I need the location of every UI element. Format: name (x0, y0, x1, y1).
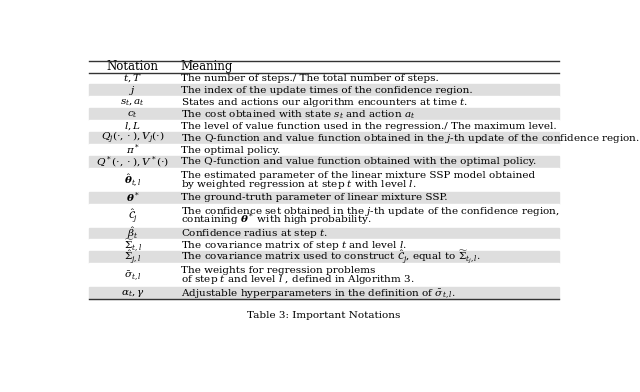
Text: $\bar{\sigma}_{t,l}$: $\bar{\sigma}_{t,l}$ (124, 269, 141, 281)
Text: $c_t$: $c_t$ (127, 109, 138, 120)
Text: by weighted regression at step $t$ with level $l$.: by weighted regression at step $t$ with … (180, 178, 416, 191)
Bar (89, 156, 559, 168)
Bar (89, 61, 559, 73)
Text: Table 3: Important Notations: Table 3: Important Notations (247, 311, 401, 320)
Text: of step $t$ and level $l$ , defined in Algorithm 3.: of step $t$ and level $l$ , defined in A… (180, 273, 414, 286)
Bar (89, 84, 559, 96)
Text: The confidence set obtained in the $j$-th update of the confidence region,: The confidence set obtained in the $j$-t… (180, 205, 559, 218)
Bar (89, 240, 559, 251)
Text: $Q^*(\cdot,\cdot), V^*(\cdot)$: $Q^*(\cdot,\cdot), V^*(\cdot)$ (96, 154, 170, 170)
Bar (89, 132, 559, 144)
Text: Adjustable hyperparameters in the definition of $\bar{\sigma}_{t,l}$.: Adjustable hyperparameters in the defini… (180, 287, 455, 299)
Text: The level of value function used in the regression./ The maximum level.: The level of value function used in the … (180, 122, 556, 131)
Bar (89, 120, 559, 132)
Text: Notation: Notation (107, 60, 159, 73)
Bar (89, 251, 559, 263)
Text: The covariance matrix used to construct $\hat{\mathcal{C}}_j$, equal to $\wideti: The covariance matrix used to construct … (180, 249, 481, 266)
Text: Confidence radius at step $t$.: Confidence radius at step $t$. (180, 227, 328, 240)
Text: $s_t, a_t$: $s_t, a_t$ (120, 97, 145, 107)
Text: Meaning: Meaning (180, 60, 233, 73)
Text: $\boldsymbol{\theta}^*$: $\boldsymbol{\theta}^*$ (126, 191, 140, 205)
Bar (89, 73, 559, 84)
Text: $\pi^*$: $\pi^*$ (125, 143, 140, 157)
Text: The covariance matrix of step $t$ and level $l$.: The covariance matrix of step $t$ and le… (180, 239, 407, 252)
Text: The index of the update times of the confidence region.: The index of the update times of the con… (180, 86, 472, 95)
Text: $\hat{\mathcal{C}}_j$: $\hat{\mathcal{C}}_j$ (128, 207, 138, 225)
Bar (89, 263, 559, 287)
Text: The number of steps./ The total number of steps.: The number of steps./ The total number o… (180, 74, 438, 83)
Text: The ground-truth parameter of linear mixture SSP.: The ground-truth parameter of linear mix… (180, 193, 447, 202)
Text: $l,L$: $l,L$ (124, 120, 141, 132)
Text: $\alpha_t, \gamma$: $\alpha_t, \gamma$ (121, 288, 145, 299)
Text: The estimated parameter of the linear mixture SSP model obtained: The estimated parameter of the linear mi… (180, 171, 535, 180)
Bar (89, 192, 559, 204)
Text: The Q-function and value function obtained with the optimal policy.: The Q-function and value function obtain… (180, 158, 536, 167)
Text: The Q-function and value function obtained in the $j$-th update of the confidenc: The Q-function and value function obtain… (180, 132, 639, 145)
Text: The weights for regression problems: The weights for regression problems (180, 266, 375, 275)
Text: $Q_j(\cdot,\cdot), V_j(\cdot)$: $Q_j(\cdot,\cdot), V_j(\cdot)$ (101, 130, 164, 146)
Text: $j$: $j$ (129, 84, 136, 97)
Text: containing $\boldsymbol{\theta}^*$ with high probability.: containing $\boldsymbol{\theta}^*$ with … (180, 212, 371, 229)
Text: $\hat{\Sigma}_{j,l}$: $\hat{\Sigma}_{j,l}$ (124, 249, 141, 266)
Text: $\hat{\beta}_t$: $\hat{\beta}_t$ (127, 226, 138, 241)
Text: $\hat{\boldsymbol{\theta}}_{t,l}$: $\hat{\boldsymbol{\theta}}_{t,l}$ (124, 172, 141, 188)
Text: $t,T$: $t,T$ (124, 73, 142, 84)
Bar (89, 227, 559, 240)
Bar (89, 287, 559, 299)
Text: $\widetilde{\Sigma}_{t,l}$: $\widetilde{\Sigma}_{t,l}$ (124, 238, 142, 253)
Bar (89, 96, 559, 108)
Text: States and actions our algorithm encounters at time $t$.: States and actions our algorithm encount… (180, 96, 468, 109)
Bar (89, 204, 559, 227)
Bar (89, 144, 559, 156)
Text: The cost obtained with state $s_t$ and action $a_t$: The cost obtained with state $s_t$ and a… (180, 108, 415, 120)
Text: The optimal policy.: The optimal policy. (180, 145, 280, 154)
Bar (89, 108, 559, 120)
Bar (89, 168, 559, 192)
